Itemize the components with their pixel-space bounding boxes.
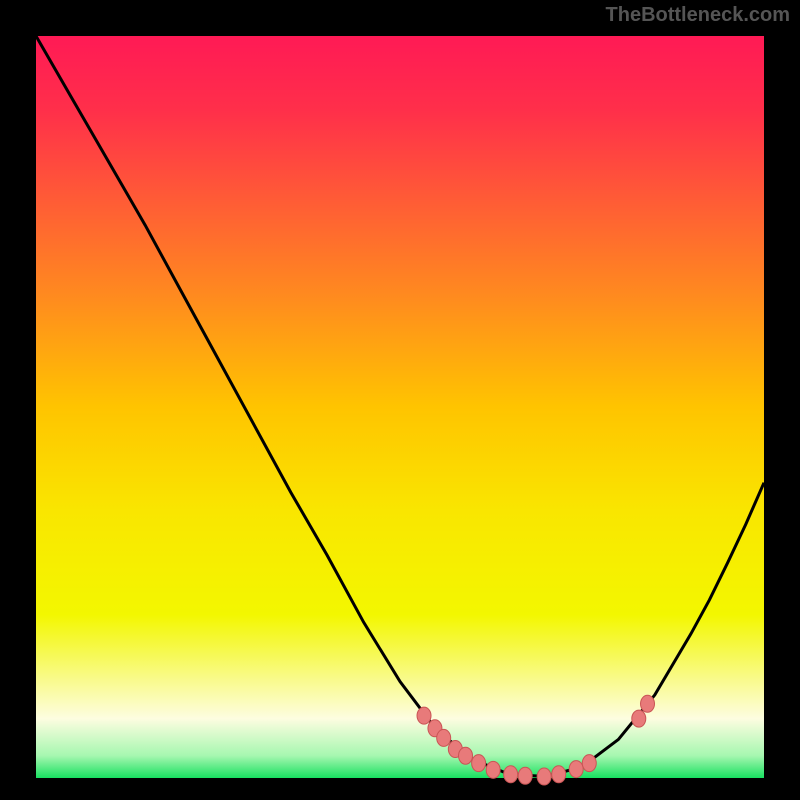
data-marker xyxy=(641,695,655,712)
data-marker xyxy=(582,755,596,772)
data-marker xyxy=(632,710,646,727)
chart-container: TheBottleneck.com xyxy=(0,0,800,800)
data-marker xyxy=(518,767,532,784)
data-marker xyxy=(537,768,551,785)
data-marker xyxy=(552,766,566,783)
chart-plot-area xyxy=(36,36,764,778)
data-marker xyxy=(459,747,473,764)
data-marker xyxy=(437,729,451,746)
data-marker xyxy=(569,761,583,778)
data-marker xyxy=(504,766,518,783)
data-marker xyxy=(486,761,500,778)
data-marker xyxy=(472,755,486,772)
bottleneck-chart xyxy=(0,0,800,800)
data-marker xyxy=(417,707,431,724)
